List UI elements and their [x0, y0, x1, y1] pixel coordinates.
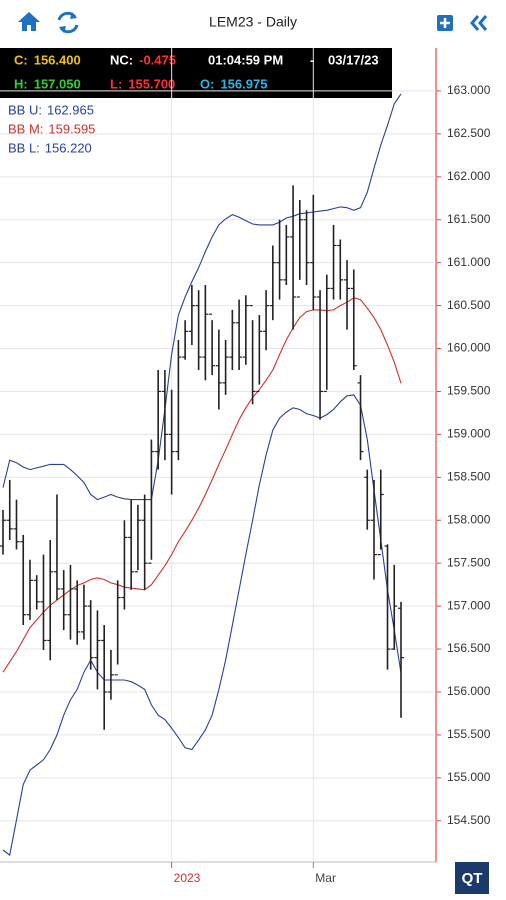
quote-label: O: — [200, 76, 214, 91]
y-tick-label: 159.000 — [447, 427, 491, 441]
add-button[interactable] — [437, 15, 453, 31]
x-tick-label: Mar — [315, 871, 336, 885]
x-tick-label: 2023 — [174, 871, 201, 885]
y-tick-label: 162.000 — [447, 169, 491, 183]
home-icon — [18, 12, 40, 31]
quote-value: 155.700 — [128, 76, 175, 91]
quote-label: - — [310, 52, 314, 67]
collapse-button[interactable] — [470, 15, 488, 31]
y-tick-label: 154.500 — [447, 813, 491, 827]
quote-label: C: — [14, 52, 28, 67]
legend-label: BB L: — [8, 140, 40, 155]
y-tick-label: 162.500 — [447, 126, 491, 140]
legend-value: 159.595 — [48, 121, 95, 136]
home-button[interactable] — [18, 12, 40, 31]
quote-box — [0, 48, 392, 98]
quote-value: 157.050 — [34, 76, 81, 91]
y-tick-label: 156.000 — [447, 684, 491, 698]
y-tick-label: 161.500 — [447, 212, 491, 226]
quote-value: 156.400 — [34, 52, 81, 67]
y-tick-label: 163.000 — [447, 83, 491, 97]
bollinger-line — [2, 297, 402, 673]
refresh-arrows — [59, 12, 77, 33]
quote-value: 156.975 — [220, 76, 267, 91]
qt-logo[interactable] — [455, 862, 489, 894]
quote-value: -0.475 — [139, 52, 176, 67]
quote-label: H: — [14, 76, 28, 91]
quote-label: L: — [110, 76, 122, 91]
quote-label: 01:04:59 PM — [208, 52, 283, 67]
legend-value: 162.965 — [47, 102, 94, 117]
y-tick-label: 158.000 — [447, 512, 491, 526]
page-title: LEM23 - Daily — [209, 14, 297, 30]
quote-label: NC: — [110, 52, 133, 67]
add-plus — [440, 18, 450, 28]
y-tick-label: 155.500 — [447, 727, 491, 741]
y-tick-label: 160.500 — [447, 298, 491, 312]
refresh-button[interactable] — [57, 11, 79, 34]
legend-value: 156.220 — [45, 140, 92, 155]
y-tick-label: 157.000 — [447, 598, 491, 612]
y-tick-label: 155.000 — [447, 770, 491, 784]
toolbar — [0, 0, 506, 46]
y-tick-label: 157.500 — [447, 555, 491, 569]
quote-label: 03/17/23 — [328, 52, 379, 67]
y-tick-label: 159.500 — [447, 384, 491, 398]
bollinger-line — [2, 394, 402, 857]
bollinger-line — [2, 93, 402, 501]
y-tick-label: 156.500 — [447, 641, 491, 655]
legend-label: BB U: — [8, 102, 42, 117]
legend-label: BB M: — [8, 121, 43, 136]
y-tick-label: 161.000 — [447, 255, 491, 269]
qt-logo-text: QT — [462, 870, 483, 887]
y-tick-label: 160.000 — [447, 341, 491, 355]
y-tick-label: 158.500 — [447, 469, 491, 483]
